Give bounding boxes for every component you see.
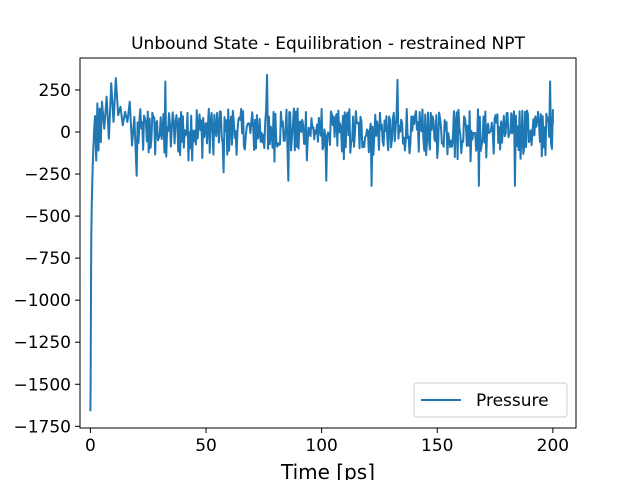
x-tick-label: 100 bbox=[305, 436, 337, 456]
axes-frame bbox=[79, 57, 577, 429]
x-tick-label: 150 bbox=[421, 436, 453, 456]
y-tick-label: 0 bbox=[60, 123, 71, 143]
plot-area bbox=[89, 73, 554, 412]
x-tick-label: 200 bbox=[537, 436, 569, 456]
x-axis-label: Time [ps] bbox=[280, 460, 375, 480]
legend: Pressure bbox=[413, 382, 568, 418]
legend-box bbox=[413, 382, 568, 418]
x-tick-label: 0 bbox=[85, 436, 96, 456]
y-tick-label: −1000 bbox=[13, 291, 71, 311]
y-tick-label: −500 bbox=[24, 207, 71, 227]
x-axis: 0 50 100 150 200 bbox=[85, 428, 569, 456]
y-axis: 250 0 −250 −500 −750 −1000 −1250 −1500 −1750 bbox=[13, 81, 80, 437]
y-tick-label: −1500 bbox=[13, 375, 71, 395]
y-tick-label: −250 bbox=[24, 165, 71, 185]
y-tick-label: −1750 bbox=[13, 417, 71, 437]
y-tick-label: 250 bbox=[39, 81, 71, 101]
chart-title: Unbound State - Equilibration - restrain… bbox=[131, 34, 525, 54]
y-tick-label: −1250 bbox=[13, 333, 71, 353]
legend-label: Pressure bbox=[476, 391, 549, 411]
x-tick-label: 50 bbox=[195, 436, 217, 456]
pressure-series-line bbox=[89, 73, 554, 412]
y-tick-label: −750 bbox=[24, 249, 71, 269]
